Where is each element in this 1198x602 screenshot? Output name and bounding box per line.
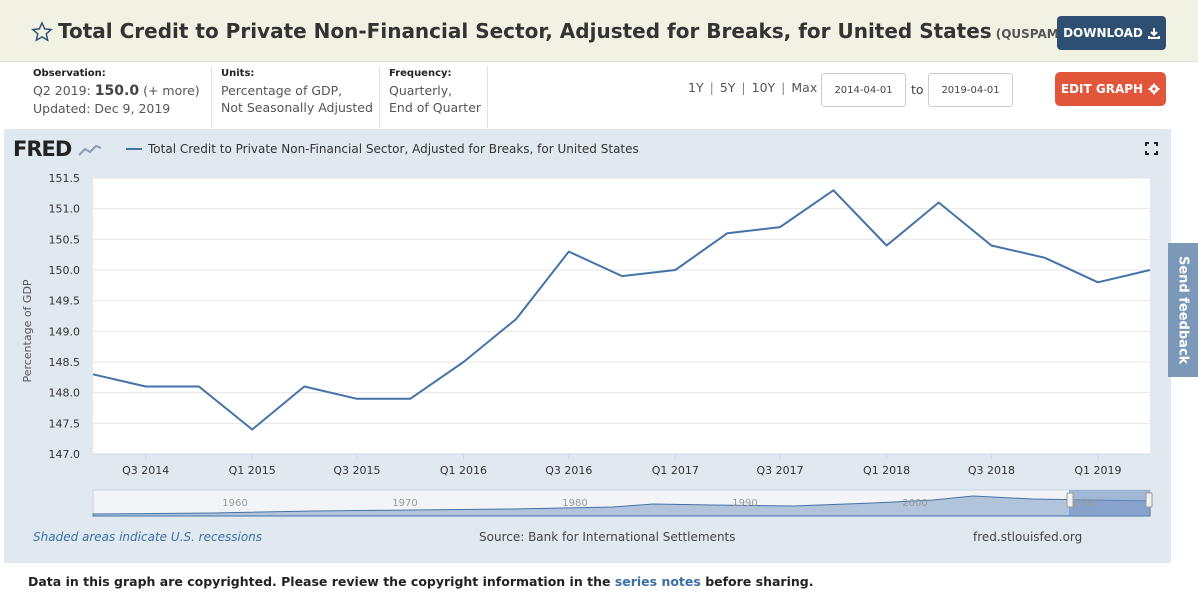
- units-line1: Percentage of GDP,: [221, 83, 343, 98]
- x-tick-label: Q3 2018: [968, 464, 1015, 477]
- series-line: [92, 189, 1151, 431]
- observation-block: Observation: Q2 2019: 150.0 (+ more) Upd…: [33, 68, 200, 128]
- download-label: DOWNLOAD: [1063, 26, 1143, 40]
- x-tick-label: Q3 2017: [757, 464, 804, 477]
- y-tick-label: 147.0: [49, 448, 81, 461]
- navigator-selection: [1069, 490, 1150, 516]
- recessions-note: Shaded areas indicate U.S. recessions: [33, 530, 263, 544]
- download-button[interactable]: DOWNLOAD: [1057, 16, 1166, 50]
- meta-divider: [211, 66, 212, 128]
- navigator-handle: [1066, 492, 1074, 508]
- meta-divider: [487, 66, 488, 128]
- x-tick-label: Q1 2018: [863, 464, 910, 477]
- updated-date: Updated: Dec 9, 2019: [33, 101, 171, 116]
- frequency-line2: End of Quarter: [389, 100, 482, 115]
- star-icon[interactable]: [31, 21, 53, 43]
- download-icon: [1147, 28, 1160, 39]
- start-date-input[interactable]: 2014-04-01: [821, 73, 906, 107]
- fred-logo-graph-icon: [77, 144, 101, 156]
- y-tick-label: 148.5: [49, 356, 81, 369]
- meta-divider: [379, 66, 380, 128]
- chart-panel: 147.0 147.5 148.0 148.5 149.0 149.5 150.0 150.5…: [4, 129, 1171, 563]
- y-tick-label: 148.0: [49, 387, 81, 400]
- send-feedback-tab[interactable]: Send feedback: [1168, 243, 1198, 377]
- to-label: to: [911, 82, 924, 97]
- y-tick-label: 151.5: [49, 172, 81, 185]
- series-notes-link[interactable]: series notes: [614, 574, 701, 589]
- fullscreen-icon[interactable]: [1145, 142, 1158, 155]
- navigator-handle: [1145, 492, 1153, 508]
- x-tick-label: Q1 2019: [1074, 464, 1121, 477]
- x-tick-label: Q3 2014: [122, 464, 169, 477]
- observation-line: Q2 2019: 150.0 (+ more): [33, 82, 200, 100]
- y-tick-label: 150.0: [49, 264, 81, 277]
- x-tick-label: Q1 2016: [440, 464, 487, 477]
- x-tick-label: Q1 2015: [229, 464, 276, 477]
- frequency-line1: Quarterly,: [389, 83, 453, 98]
- y-tick-label: 147.5: [49, 417, 81, 430]
- units-line2: Not Seasonally Adjusted: [221, 100, 373, 115]
- series-title: Total Credit to Private Non-Financial Se…: [58, 19, 992, 43]
- units-label: Units:: [221, 68, 255, 79]
- navigator-label: 2000: [902, 498, 927, 509]
- units-block: Units: Percentage of GDP, Not Seasonally…: [221, 68, 373, 128]
- legend-swatch: [126, 148, 142, 150]
- chart-legend: Total Credit to Private Non-Financial Se…: [126, 142, 639, 156]
- observation-value: 150.0: [94, 83, 140, 99]
- page-title: Total Credit to Private Non-Financial Se…: [58, 19, 1099, 43]
- navigator-label: 1970: [392, 498, 417, 509]
- range-links: 1Y | 5Y | 10Y | Max: [688, 80, 818, 95]
- navigator-label: 1960: [222, 498, 247, 509]
- plot-area: [93, 178, 1150, 454]
- y-tick-label: 149.5: [49, 295, 81, 308]
- range-5y[interactable]: 5Y: [719, 80, 736, 95]
- navigator-label: 1980: [562, 498, 587, 509]
- observation-more-link[interactable]: (+ more): [143, 83, 200, 98]
- gear-icon: [1148, 83, 1160, 95]
- edit-graph-label: EDIT GRAPH: [1060, 82, 1144, 96]
- observation-label: Observation:: [33, 68, 106, 79]
- send-feedback-label: Send feedback: [1175, 255, 1191, 365]
- title-bar: Total Credit to Private Non-Financial Se…: [0, 0, 1198, 62]
- copyright-notice: Data in this graph are copyrighted. Plea…: [28, 574, 814, 589]
- y-axis-label: Percentage of GDP: [21, 279, 34, 382]
- navigator-label: 1990: [732, 498, 757, 509]
- y-tick-label: 150.5: [49, 233, 81, 246]
- edit-graph-button[interactable]: EDIT GRAPH: [1055, 72, 1166, 106]
- line-chart[interactable]: 147.0 147.5 148.0 148.5 149.0 149.5 150.0 150.5…: [4, 129, 1171, 563]
- source-note: Source: Bank for International Settlemen…: [479, 530, 736, 544]
- y-tick-label: 149.0: [49, 325, 81, 338]
- range-max[interactable]: Max: [791, 80, 818, 95]
- site-credit[interactable]: fred.stlouisfed.org: [973, 530, 1083, 544]
- x-tick-label: Q1 2017: [652, 464, 699, 477]
- y-tick-label: 151.0: [49, 203, 81, 216]
- end-date-input[interactable]: 2019-04-01: [928, 73, 1013, 107]
- frequency-block: Frequency: Quarterly, End of Quarter: [389, 68, 481, 128]
- observation-period: Q2 2019:: [33, 83, 91, 98]
- frequency-label: Frequency:: [389, 68, 452, 79]
- fred-logo: FRED: [13, 137, 102, 161]
- x-tick-label: Q3 2016: [545, 464, 592, 477]
- x-tick-label: Q3 2015: [333, 464, 380, 477]
- range-10y[interactable]: 10Y: [751, 80, 776, 95]
- legend-label: Total Credit to Private Non-Financial Se…: [148, 142, 639, 156]
- navigator-label: 2010: [1072, 498, 1097, 509]
- range-1y[interactable]: 1Y: [688, 80, 704, 95]
